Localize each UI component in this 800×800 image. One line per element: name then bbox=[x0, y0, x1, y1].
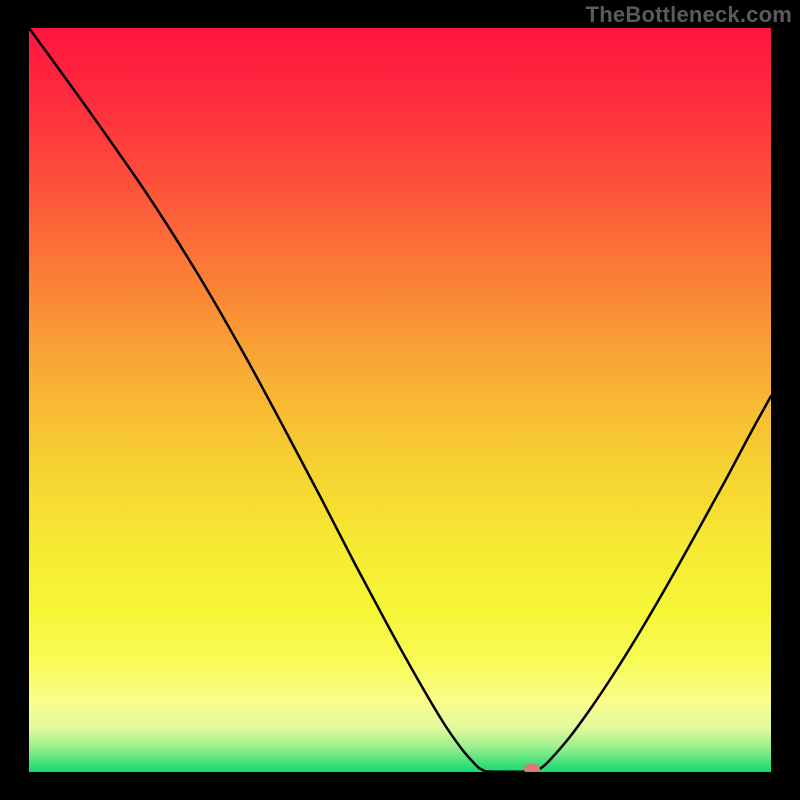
chart-frame: TheBottleneck.com bbox=[0, 0, 800, 800]
plot-area bbox=[29, 28, 771, 772]
optimum-marker bbox=[524, 764, 540, 772]
watermark-text: TheBottleneck.com bbox=[586, 2, 792, 28]
bottleneck-curve bbox=[29, 28, 771, 772]
